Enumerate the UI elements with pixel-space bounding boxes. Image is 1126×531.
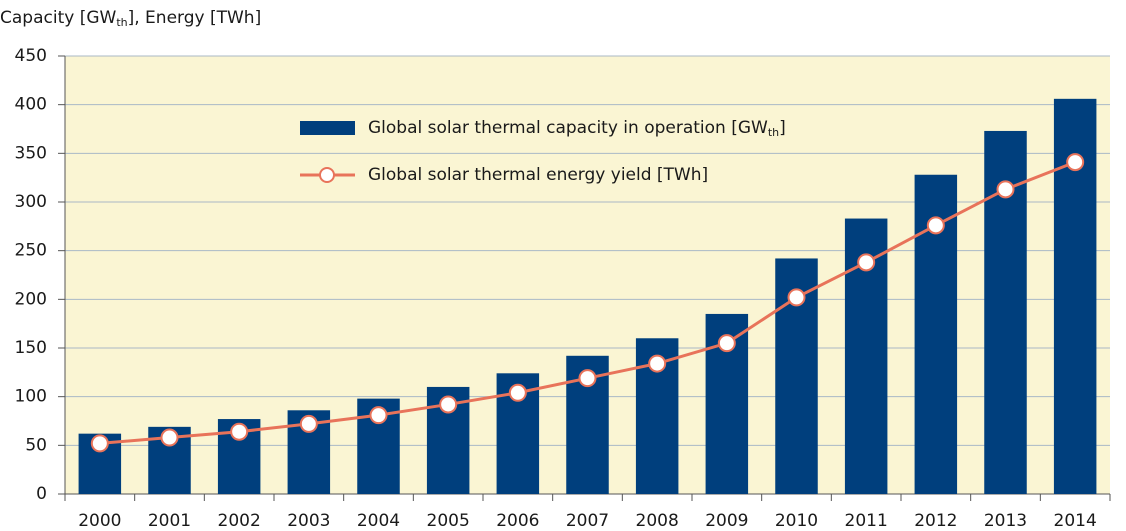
- y-tick-label: 450: [15, 46, 47, 66]
- y-tick-label: 150: [15, 338, 47, 358]
- legend-swatch: [300, 121, 355, 135]
- x-tick-label: 2010: [775, 511, 818, 531]
- marker: [648, 354, 667, 373]
- x-tick-label: 2013: [984, 511, 1027, 531]
- x-tick-label: 2004: [357, 511, 400, 531]
- x-tick-label: 2003: [287, 511, 330, 531]
- x-tick-label: 2006: [496, 511, 539, 531]
- text-part: Global solar thermal capacity in operati…: [368, 118, 768, 138]
- x-tick-label: 2012: [914, 511, 957, 531]
- y-tick-label: 350: [15, 143, 47, 163]
- legend-label: Global solar thermal capacity in operati…: [368, 118, 786, 139]
- marker: [717, 334, 736, 353]
- marker: [857, 253, 876, 272]
- marker: [230, 422, 249, 441]
- marker: [787, 288, 806, 307]
- x-tick-label: 2007: [566, 511, 609, 531]
- marker: [578, 369, 597, 388]
- x-tick-label: 2011: [845, 511, 888, 531]
- legend-swatch: [319, 167, 335, 183]
- y-tick-label: 250: [15, 241, 47, 261]
- y-tick-label: 400: [15, 95, 47, 115]
- y-tick-label: 0: [36, 484, 47, 504]
- y-tick-label: 300: [15, 192, 47, 212]
- marker: [439, 395, 458, 414]
- text-part: ], Energy [TWh]: [128, 8, 262, 28]
- marker: [996, 180, 1015, 199]
- text-part: ]: [779, 118, 786, 138]
- x-tick-label: 2009: [705, 511, 748, 531]
- marker: [299, 414, 318, 433]
- x-tick-label: 2002: [218, 511, 261, 531]
- x-tick-label: 2001: [148, 511, 191, 531]
- x-tick-label: 2008: [636, 511, 679, 531]
- y-tick-label: 200: [15, 289, 47, 309]
- text-part: Global solar thermal energy yield [TWh]: [368, 165, 708, 185]
- marker: [508, 383, 527, 402]
- text-part: Capacity [GW: [0, 8, 117, 28]
- text-part: th: [768, 126, 779, 139]
- text-part: th: [116, 16, 127, 29]
- marker: [369, 406, 388, 425]
- axis-label: Capacity [GWth], Energy [TWh]: [0, 8, 261, 29]
- x-tick-label: 2005: [427, 511, 470, 531]
- marker: [926, 216, 945, 235]
- marker: [160, 428, 179, 447]
- marker: [1066, 153, 1085, 172]
- y-tick-label: 100: [15, 387, 47, 407]
- x-tick-label: 2000: [78, 511, 121, 531]
- legend-label: Global solar thermal energy yield [TWh]: [368, 165, 708, 185]
- x-tick-label: 2014: [1054, 511, 1097, 531]
- marker: [90, 434, 109, 453]
- y-tick-label: 50: [25, 435, 47, 455]
